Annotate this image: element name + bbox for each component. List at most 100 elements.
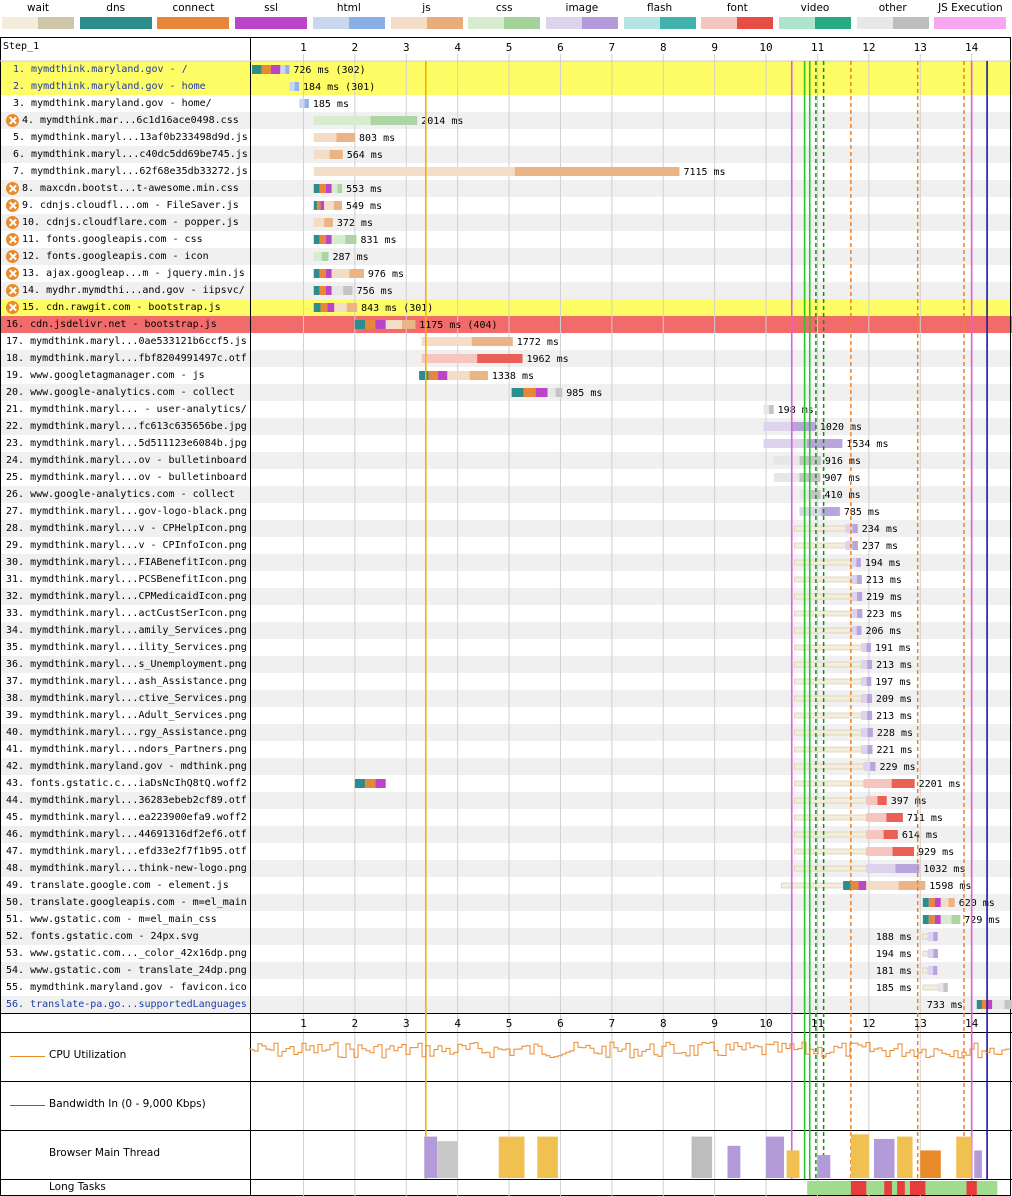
request-row-label[interactable]: 18. mymdthink.maryl...fbf8204991497c.otf [0,350,250,367]
row-background [0,554,1012,571]
request-row-label[interactable]: 14. mydhr.mymdthi...and.gov - iipsvc/ [0,282,250,299]
request-row-label[interactable]: 1. mymdthink.maryland.gov - / [0,61,250,78]
request-row-label[interactable]: 46. mymdthink.maryl...44691316df2ef6.otf [0,826,250,843]
request-row-label[interactable]: 33. mymdthink.maryl...actCustSerIcon.png [0,605,250,622]
request-bar [421,354,523,363]
request-row-label[interactable]: 41. mymdthink.maryl...ndors_Partners.png [0,741,250,758]
request-row-label[interactable]: 31. mymdthink.maryl...PCSBenefitIcon.png [0,571,250,588]
request-row-label[interactable]: 29. mymdthink.maryl...v - CPInfoIcon.png [0,537,250,554]
request-row-label[interactable]: 23. mymdthink.maryl...5d511123e6084b.jpg [0,435,250,452]
request-row-label[interactable]: 52. fonts.gstatic.com - 24px.svg [0,928,250,945]
request-duration-label: 976 ms [368,269,404,280]
request-row-label[interactable]: 24. mymdthink.maryl...ov - bulletinboard [0,452,250,469]
request-row-label[interactable]: 40. mymdthink.maryl...rgy_Assistance.png [0,724,250,741]
legend-item-html: html [312,0,385,29]
wait-bar [922,984,939,991]
request-bar-download [321,252,329,261]
request-row-label[interactable]: 35. mymdthink.maryl...ility_Services.png [0,639,250,656]
request-row-label[interactable]: 30. mymdthink.maryl...FIABenefitIcon.png [0,554,250,571]
ssl-bar [858,881,867,890]
request-row-label[interactable]: 56. translate-pa.go...supportedLanguages [0,996,250,1013]
main-thread-activity [974,1150,982,1178]
row-background [0,231,1012,248]
request-bar [866,796,887,805]
request-row-label[interactable]: 6. mymdthink.maryl...c40dc5dd69be745.js [0,146,250,163]
request-url: 52. fonts.gstatic.com - 24px.svg [6,931,199,942]
request-row-label[interactable]: 9. cdnjs.cloudfl...om - FileSaver.js [0,197,250,214]
main-thread-activity [437,1141,458,1178]
request-row-label[interactable]: 36. mymdthink.maryl...s_Unemployment.png [0,656,250,673]
request-bar [799,507,840,516]
request-row-label[interactable]: 5. mymdthink.maryl...13af0b233498d9d.js [0,129,250,146]
x-tick-label-top: 2 [352,41,359,54]
x-tick-label-top: 1 [300,41,307,54]
request-row-label[interactable]: 51. www.gstatic.com - m=el_main_css [0,911,250,928]
request-row-label[interactable]: 26. www.google-analytics.com - collect [0,486,250,503]
request-bar [313,133,356,142]
dns-bar [976,1000,982,1009]
request-url: 49. translate.google.com - element.js [6,880,229,891]
request-row-label[interactable]: 3. mymdthink.maryland.gov - home/ [0,95,250,112]
legend-label: css [495,2,513,14]
request-row-label[interactable]: 50. translate.googleapis.com - m=el_main [0,894,250,911]
request-row-label[interactable]: 20. www.google-analytics.com - collect [0,384,250,401]
request-row-label[interactable]: 11. fonts.googleapis.com - css [0,231,250,248]
request-row-label[interactable]: 37. mymdthink.maryl...ash_Assistance.png [0,673,250,690]
request-duration-label: 729 ms [964,915,1000,926]
request-row-label[interactable]: 42. mymdthink.maryland.gov - mdthink.png [0,758,250,775]
x-tick-label-top: 5 [506,41,513,54]
request-bar-download [866,677,872,686]
request-row-label[interactable]: 12. fonts.googleapis.com - icon [0,248,250,265]
request-row-label[interactable]: 13. ajax.googleap...m - jquery.min.js [0,265,250,282]
row-background [0,656,1012,673]
request-url: 33. mymdthink.maryl...actCustSerIcon.png [6,608,247,619]
request-row-label[interactable]: 34. mymdthink.maryl...amily_Services.png [0,622,250,639]
request-row-label[interactable]: 28. mymdthink.maryl...v - CPHelpIcon.png [0,520,250,537]
waterfall-area: 1 1 2 2 3 3 4 4 5 5 6 6 7 7 8 8 9 9 10 10 11 11 12 12 13 13 14 14 72… [0,37,1012,1196]
request-row-label[interactable]: 45. mymdthink.maryl...ea223900efa9.woff2 [0,809,250,826]
request-row-label[interactable]: 15. cdn.rawgit.com - bootstrap.js [0,299,250,316]
request-bar-download [471,337,513,346]
request-row-label[interactable]: 25. mymdthink.maryl...ov - bulletinboard [0,469,250,486]
request-row-label[interactable]: 21. mymdthink.maryl... - user-analytics/ [0,401,250,418]
x-tick-label-bottom: 12 [862,1017,875,1030]
request-url: 9. cdnjs.cloudfl...om - FileSaver.js [22,200,239,211]
request-bar [313,252,329,261]
request-row-label[interactable]: 47. mymdthink.maryl...efd33e2f7f1b95.otf [0,843,250,860]
request-bar-download [867,728,873,737]
request-row-label[interactable]: 16. cdn.jsdelivr.net - bootstrap.js [0,316,250,333]
request-bar [845,541,858,550]
request-duration-label: 197 ms [875,677,911,688]
request-bar-download [806,439,843,448]
request-row-label[interactable]: 32. mymdthink.maryl...CPMedicaidIcon.png [0,588,250,605]
request-url: 5. mymdthink.maryl...13af0b233498d9d.js [13,132,248,143]
request-row-label[interactable]: 2. mymdthink.maryland.gov - home [0,78,250,95]
request-row-label[interactable]: 55. mymdthink.maryland.gov - favicon.ico [0,979,250,996]
row-background [0,979,1012,996]
request-bar-download [933,966,938,975]
request-row-label[interactable]: 43. fonts.gstatic.c...iaDsNcIhQ8tQ.woff2 [0,775,250,792]
request-row-label[interactable]: 53. www.gstatic.com..._color_42x16dp.png [0,945,250,962]
request-row-label[interactable]: 49. translate.google.com - element.js [0,877,250,894]
request-row-label[interactable]: 38. mymdthink.maryl...ctive_Services.png [0,690,250,707]
request-row-label[interactable]: 7. mymdthink.maryl...62f68e35db33272.js [0,163,250,180]
request-row-label[interactable]: 48. mymdthink.maryl...think-new-logo.png [0,860,250,877]
request-row-label[interactable]: 27. mymdthink.maryl...gov-logo-black.png [0,503,250,520]
request-row-label[interactable]: 4. mymdthink.mar...6c1d16ace0498.css [0,112,250,129]
request-row-label[interactable]: 54. www.gstatic.com - translate_24dp.png [0,962,250,979]
request-url: 24. mymdthink.maryl...ov - bulletinboard [6,455,247,466]
row-background [0,486,1012,503]
request-row-label[interactable]: 17. mymdthink.maryl...0ae533121b6ccf5.js [0,333,250,350]
request-row-label[interactable]: 39. mymdthink.maryl...Adult_Services.png [0,707,250,724]
request-bar [861,677,872,686]
request-row-label[interactable]: 22. mymdthink.maryl...fc613c635656be.jpg [0,418,250,435]
request-row-label[interactable]: 10. cdnjs.cloudflare.com - popper.js [0,214,250,231]
request-row-label[interactable]: 19. www.googletagmanager.com - js [0,367,250,384]
row-background [0,877,1012,894]
dns-bar [313,269,320,278]
request-bar-download [856,575,862,584]
request-row-label[interactable]: 44. mymdthink.maryl...36283ebeb2cf89.otf [0,792,250,809]
connect-bar [317,201,321,210]
request-row-label[interactable]: 8. maxcdn.bootst...t-awesome.min.css [0,180,250,197]
row-background [0,129,1012,146]
